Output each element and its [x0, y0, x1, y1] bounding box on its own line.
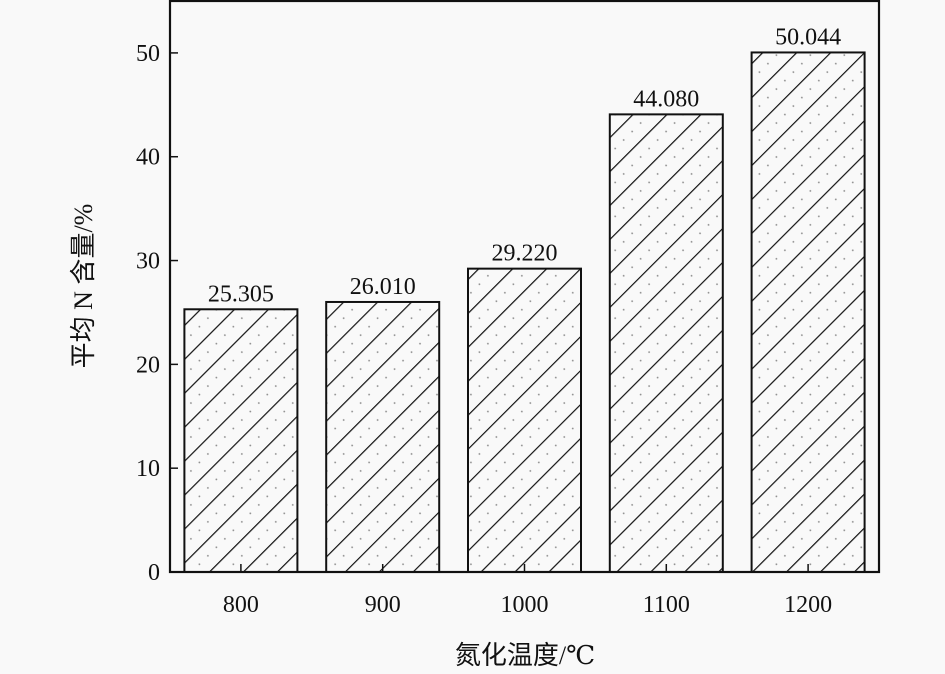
data-label-900: 26.010 — [350, 274, 416, 300]
x-axis-label: 氮化温度/℃ — [455, 641, 595, 670]
y-tick-label-50: 50 — [136, 41, 160, 67]
y-tick-label-0: 0 — [148, 560, 160, 586]
x-tick-label-1100: 1100 — [643, 592, 690, 618]
bar-1100 — [608, 113, 724, 574]
y-tick-label-10: 10 — [136, 456, 160, 482]
bar-800 — [183, 308, 299, 573]
x-tick-label-1200: 1200 — [784, 592, 832, 618]
y-tick-label-20: 20 — [136, 352, 160, 378]
data-label-1200: 50.044 — [775, 24, 841, 50]
x-tick-label-900: 900 — [365, 592, 401, 618]
y-axis-label: 平均 N 含量/% — [69, 204, 98, 369]
bar-900 — [325, 300, 441, 573]
data-label-800: 25.305 — [208, 281, 274, 307]
bar-1200 — [750, 51, 866, 574]
x-tick-label-800: 800 — [223, 592, 259, 618]
y-tick-label-30: 30 — [136, 249, 160, 275]
y-tick-label-40: 40 — [136, 145, 160, 171]
data-label-1000: 29.220 — [492, 241, 558, 267]
bar-1000 — [467, 267, 582, 573]
x-tick-label-1000: 1000 — [501, 592, 549, 618]
plot-frame — [168, 0, 881, 574]
data-label-1100: 44.080 — [633, 86, 699, 112]
